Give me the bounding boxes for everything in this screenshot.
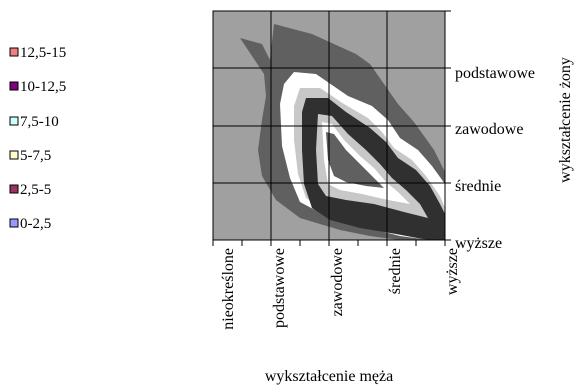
legend-item: 0-2,5 [9, 216, 51, 232]
legend-item: 12,5-15 [9, 45, 66, 61]
y-tick-label: zawodowe [455, 121, 523, 138]
legend-label: 12,5-15 [20, 45, 66, 61]
x-axis: nieokreślone podstawowe zawodowe średnie… [212, 239, 461, 385]
legend-swatch [9, 47, 19, 57]
legend: 12,5-15 10-12,5 7,5-10 5-7,5 2,5-5 0-2,5 [9, 45, 66, 232]
grid-lines [213, 11, 445, 240]
legend-item: 10-12,5 [9, 79, 66, 95]
y-tick-label: podstawowe [455, 65, 535, 82]
legend-item: 7,5-10 [9, 114, 59, 130]
y-tick-label: średnie [455, 178, 501, 195]
legend-item: 5-7,5 [9, 148, 51, 164]
legend-swatch [9, 81, 19, 91]
legend-label: 2,5-5 [20, 182, 51, 198]
y-tick-label: wyższe [455, 235, 502, 252]
contour-inner-2-5-5 [326, 132, 384, 188]
legend-item: 2,5-5 [9, 182, 51, 198]
plot-area [212, 10, 446, 241]
x-tick-label: podstawowe [271, 248, 288, 328]
x-axis-title: wykształcenie męża [265, 368, 393, 385]
x-tick-label: nieokreślone [220, 248, 237, 330]
x-tick-label: zawodowe [329, 248, 346, 316]
legend-label: 7,5-10 [20, 114, 59, 130]
x-tick-label: średnie [387, 248, 404, 294]
legend-label: 0-2,5 [20, 216, 51, 232]
legend-swatch [9, 184, 19, 194]
legend-label: 5-7,5 [20, 148, 51, 164]
x-tick-label: wyższe [444, 248, 461, 295]
legend-swatch [9, 218, 19, 228]
legend-label: 10-12,5 [20, 79, 66, 95]
y-axis: podstawowe zawodowe średnie wyższe wyksz… [444, 10, 574, 252]
legend-swatch [9, 116, 19, 126]
legend-swatch [9, 150, 19, 160]
y-axis-title: wykształcenie żony [557, 57, 574, 183]
